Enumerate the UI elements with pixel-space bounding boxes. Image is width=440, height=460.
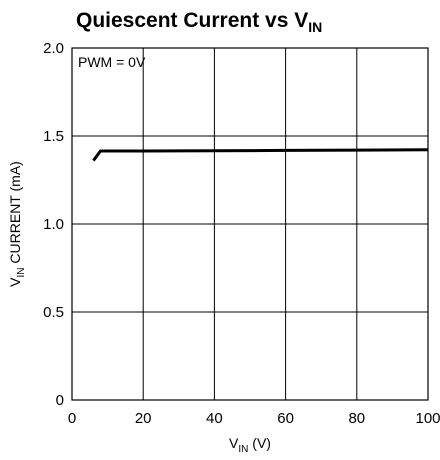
x-tick-label: 20 bbox=[135, 410, 152, 427]
y-tick-label: 0.5 bbox=[43, 304, 64, 321]
x-tick-labels: 0 20 40 60 80 100 bbox=[68, 410, 440, 427]
y-tick-label: 1.5 bbox=[43, 128, 64, 145]
y-tick-label: 2.0 bbox=[43, 40, 64, 57]
x-tick-label: 40 bbox=[206, 410, 223, 427]
annotation-pwm: PWM = 0V bbox=[78, 54, 146, 70]
x-tick-label: 100 bbox=[415, 410, 440, 427]
y-tick-labels: 0 0.5 1.0 1.5 2.0 bbox=[43, 40, 64, 409]
y-axis-label: VIN CURRENT (mA) bbox=[7, 161, 27, 287]
chart-title: Quiescent Current vs VIN bbox=[76, 9, 322, 35]
x-tick-label: 60 bbox=[277, 410, 294, 427]
x-tick-label: 0 bbox=[68, 410, 76, 427]
x-axis-label: VIN (V) bbox=[229, 435, 271, 455]
y-tick-label: 0 bbox=[56, 392, 64, 409]
x-tick-label: 80 bbox=[348, 410, 365, 427]
plot-frame bbox=[71, 47, 429, 401]
grid bbox=[72, 48, 428, 400]
series-line bbox=[92, 148, 429, 162]
y-tick-label: 1.0 bbox=[43, 216, 64, 233]
